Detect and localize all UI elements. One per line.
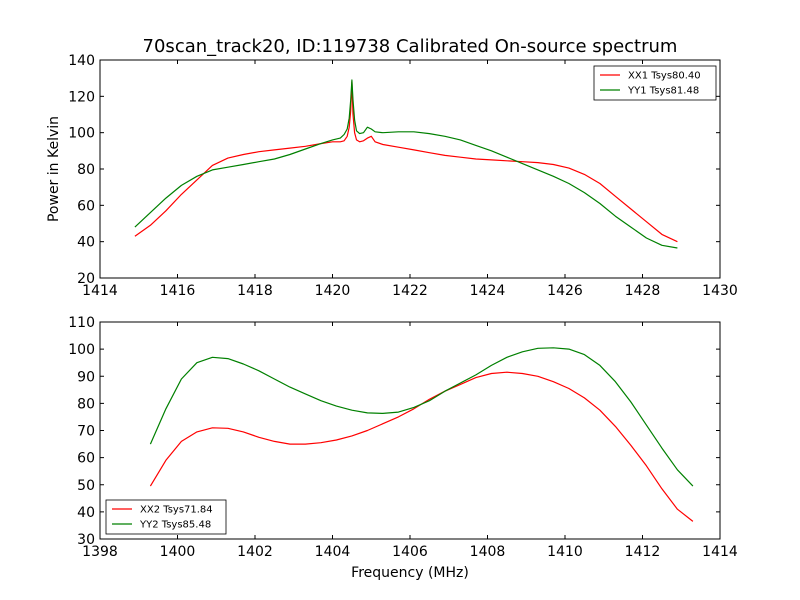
y-tick-label: 110 [68, 315, 95, 331]
y-tick-label: 50 [77, 478, 95, 494]
x-tick-label: 1422 [392, 283, 428, 299]
x-tick-label: 1414 [702, 544, 738, 560]
y-tick-label: 30 [77, 532, 95, 548]
y-tick-label: 140 [68, 53, 95, 69]
x-tick-label: 1402 [237, 544, 273, 560]
x-tick-label: 1414 [82, 283, 118, 299]
legend-box [105, 499, 227, 535]
x-tick-label: 1398 [82, 544, 118, 560]
y-tick-label: 40 [77, 505, 95, 521]
y-tick-label: 80 [77, 396, 95, 412]
y-tick-label: 100 [68, 342, 95, 358]
series-line-2 [149, 347, 694, 487]
legend-label: XX1 Tsys80.40 [628, 71, 701, 82]
y-axis-label: Power in Kelvin [46, 116, 62, 222]
bottom-chart: 1398 1400 1402 1404 1406 1408 1410 1412 1414 30 40… [68, 315, 738, 560]
y-tick-label: 90 [77, 369, 95, 385]
y-tick-label: 60 [77, 198, 95, 214]
series-line-1 [134, 81, 678, 243]
x-tick-label: 1406 [392, 544, 428, 560]
x-tick-label: 1420 [315, 283, 351, 299]
y-tick-label: 60 [77, 451, 95, 467]
x-tick-label: 1400 [160, 544, 196, 560]
legend-label: XX2 Tsys71.84 [140, 505, 213, 516]
legend-label: YY2 Tsys85.48 [139, 520, 211, 531]
series-line-2 [134, 79, 678, 249]
x-tick-label: 1412 [625, 544, 661, 560]
x-tick-label: 1404 [315, 544, 351, 560]
y-tick-label: 120 [68, 89, 95, 105]
series-line-1 [149, 371, 694, 522]
x-tick-label: 1418 [237, 283, 273, 299]
y-tick-label: 40 [77, 235, 95, 251]
top-chart: 1414 1416 1418 1420 1422 1424 1426 1428 1430 20 40… [68, 53, 738, 299]
legend-box [593, 65, 717, 101]
y-tick-label: 80 [77, 162, 95, 178]
x-tick-label: 1408 [470, 544, 506, 560]
y-tick-label: 20 [77, 271, 95, 287]
x-tick-label: 1426 [547, 283, 583, 299]
x-tick-label: 1424 [470, 283, 506, 299]
x-tick-label: 1428 [625, 283, 661, 299]
chart-title: 70scan_track20, ID:119738 Calibrated On-… [143, 36, 678, 57]
x-tick-label: 1416 [160, 283, 196, 299]
x-axis-label: Frequency (MHz) [351, 565, 469, 581]
y-tick-label: 100 [68, 126, 95, 142]
y-tick-label: 70 [77, 424, 95, 440]
x-tick-label: 1430 [702, 283, 738, 299]
legend-label: YY1 Tsys81.48 [627, 86, 699, 97]
x-tick-label: 1410 [547, 544, 583, 560]
